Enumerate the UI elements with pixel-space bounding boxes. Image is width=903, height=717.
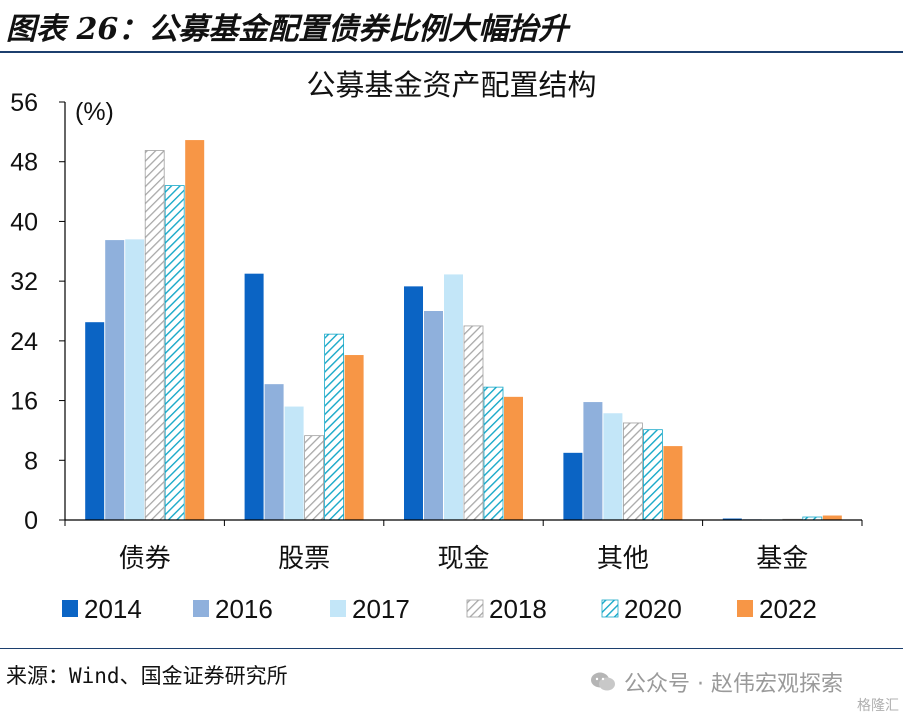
bar-2020-股票 (324, 333, 345, 521)
bar-2014-股票 (244, 273, 264, 520)
figure-title: 图表 26：公募基金配置债券比例大幅抬升 (6, 12, 569, 47)
legend-swatch-2018 (466, 599, 484, 618)
x-tick-label: 债券 (119, 544, 171, 574)
legend-swatch-2020 (601, 599, 619, 618)
bar-2016-其他 (583, 402, 603, 520)
y-tick-label: 56 (10, 89, 38, 117)
bar-2018-债券 (144, 150, 165, 521)
bar-2017-债券 (125, 239, 145, 521)
bar-2016-股票 (264, 384, 284, 520)
corner-logo: 格隆汇 (857, 698, 899, 714)
bar-2020-其他 (643, 429, 663, 521)
x-tick-label: 现金 (437, 544, 489, 574)
legend-label-2017: 2017 (352, 594, 410, 624)
bar-2017-现金 (444, 274, 463, 520)
legend-label-2020: 2020 (624, 594, 682, 624)
y-tick-label: 0 (24, 507, 38, 535)
watermark: 公众号 · 赵伟宏观探索 (590, 666, 843, 698)
wechat-icon (591, 672, 615, 691)
bar-2020-现金 (483, 386, 504, 521)
y-tick-label: 48 (10, 149, 38, 177)
y-tick-label: 32 (10, 268, 38, 296)
y-tick-label: 40 (10, 208, 38, 236)
legend-swatch-2014 (62, 600, 78, 617)
chart-title: 公募基金资产配置结构 (306, 68, 597, 102)
bar-2014-现金 (404, 286, 423, 520)
footer-rule (0, 648, 903, 649)
header-rule (0, 51, 903, 53)
y-tick-label: 8 (24, 447, 38, 475)
bar-2014-债券 (85, 322, 105, 520)
bar-2016-现金 (424, 311, 443, 520)
x-tick-label: 基金 (756, 544, 808, 574)
legend-label-2018: 2018 (489, 594, 547, 624)
bar-2016-债券 (105, 240, 125, 520)
legend-swatch-2017 (330, 600, 346, 617)
bar-2018-其他 (623, 422, 643, 521)
bar-2022-基金 (822, 515, 842, 520)
bar-2018-现金 (463, 325, 484, 521)
y-tick-label: 24 (10, 328, 38, 356)
y-axis-unit: (%) (75, 98, 114, 126)
bar-2022-股票 (344, 355, 364, 520)
bar-chart: 0 8 16 24 32 40 48 56 债券 股票 现金 其他 基金 2014 2016 2017 20… (10, 89, 863, 624)
x-tick-label: 股票 (278, 544, 330, 574)
y-tick-label: 16 (10, 388, 38, 416)
watermark-text: 公众号 · 赵伟宏观探索 (624, 672, 843, 697)
bar-2022-其他 (663, 446, 683, 520)
bar-2014-基金 (722, 518, 742, 520)
x-tick-label: 其他 (597, 544, 649, 574)
figure-header: 图表 26：公募基金配置债券比例大幅抬升 (0, 0, 903, 52)
legend-label-2016: 2016 (215, 594, 273, 624)
bar-2018-股票 (304, 435, 325, 521)
bar-2022-现金 (504, 396, 523, 520)
bar-2017-股票 (284, 406, 304, 520)
legend-label-2014: 2014 (84, 594, 142, 624)
bar-2014-其他 (563, 452, 583, 520)
bar-2020-债券 (164, 185, 185, 521)
legend-swatch-2022 (737, 600, 753, 617)
source-note: 来源：Wind、国金证券研究所 (6, 664, 288, 688)
bar-2017-其他 (603, 413, 623, 520)
legend-label-2022: 2022 (759, 594, 817, 624)
legend-swatch-2016 (193, 600, 209, 617)
bar-2022-债券 (185, 140, 205, 520)
